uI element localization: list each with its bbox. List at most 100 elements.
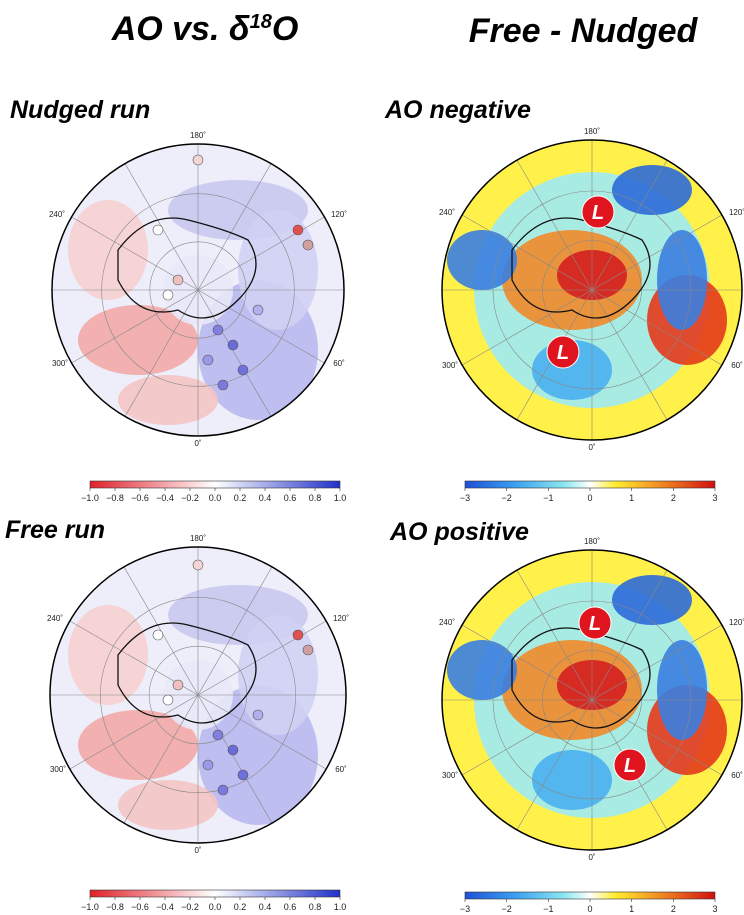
station-dot bbox=[193, 155, 203, 165]
panel-label: Nudged run bbox=[10, 96, 150, 124]
column-title: Free - Nudged bbox=[469, 12, 699, 50]
colorbar-tick-label: 1 bbox=[629, 904, 634, 914]
longitude-label: 180˚ bbox=[584, 537, 600, 546]
longitude-label: 120˚ bbox=[331, 210, 347, 219]
low-marker-label: L bbox=[592, 202, 604, 224]
colorbar-tick-label: −1 bbox=[543, 904, 553, 914]
low-marker-label: L bbox=[557, 342, 569, 364]
colorbar-tick-label: −2 bbox=[502, 904, 512, 914]
colorbar-tick-label: 3 bbox=[712, 904, 717, 914]
colorbar-tick-label: −3 bbox=[460, 904, 470, 914]
colorbar-tick-label: −0.6 bbox=[131, 493, 149, 503]
colorbar bbox=[465, 892, 715, 899]
colorbar-tick-label: −0.6 bbox=[131, 902, 149, 912]
colorbar-tick-label: 0.2 bbox=[234, 902, 247, 912]
station-dot bbox=[253, 710, 263, 720]
colorbar bbox=[90, 890, 340, 897]
longitude-label: 180˚ bbox=[584, 127, 600, 136]
field-patch bbox=[118, 780, 218, 830]
column-title: AO vs. δ18O bbox=[111, 10, 299, 48]
colorbar-tick-label: −0.2 bbox=[181, 902, 199, 912]
colorbar-tick-label: 0.4 bbox=[259, 493, 272, 503]
station-dot bbox=[213, 730, 223, 740]
longitude-label: 180˚ bbox=[190, 534, 206, 543]
longitude-label: 240˚ bbox=[439, 618, 455, 627]
colorbar-tick-label: 2 bbox=[671, 904, 676, 914]
longitude-label: 240˚ bbox=[47, 614, 63, 623]
station-dot bbox=[228, 745, 238, 755]
station-dot bbox=[253, 305, 263, 315]
longitude-label: 0˚ bbox=[194, 439, 201, 448]
station-dot bbox=[203, 355, 213, 365]
station-dot bbox=[218, 380, 228, 390]
station-dot bbox=[293, 225, 303, 235]
station-dot bbox=[173, 275, 183, 285]
field-patch bbox=[612, 165, 692, 215]
colorbar-tick-label: −0.2 bbox=[181, 493, 199, 503]
colorbar-tick-label: 3 bbox=[712, 493, 717, 503]
field-patch bbox=[118, 375, 218, 425]
colorbar-tick-label: 0.2 bbox=[234, 493, 247, 503]
colorbar-tick-label: −1.0 bbox=[81, 493, 99, 503]
longitude-label: 120˚ bbox=[729, 618, 744, 627]
field-patch bbox=[612, 575, 692, 625]
colorbar-tick-label: 0.8 bbox=[309, 493, 322, 503]
panel-label: Free run bbox=[5, 516, 105, 544]
panel-label: AO negative bbox=[384, 96, 531, 124]
colorbar-tick-label: −0.4 bbox=[156, 493, 174, 503]
station-dot bbox=[303, 645, 313, 655]
panel-label: AO positive bbox=[389, 518, 529, 546]
longitude-label: 60˚ bbox=[335, 765, 347, 774]
colorbar-tick-label: −0.8 bbox=[106, 493, 124, 503]
station-dot bbox=[303, 240, 313, 250]
colorbar-tick-label: 2 bbox=[671, 493, 676, 503]
longitude-label: 0˚ bbox=[588, 853, 595, 862]
longitude-label: 0˚ bbox=[588, 443, 595, 452]
field-patch bbox=[532, 750, 612, 810]
field-patch bbox=[447, 230, 517, 290]
longitude-label: 300˚ bbox=[442, 771, 458, 780]
field-patch bbox=[238, 210, 318, 330]
colorbar-tick-label: 1.0 bbox=[334, 493, 347, 503]
longitude-label: 60˚ bbox=[333, 359, 345, 368]
colorbar bbox=[465, 481, 715, 488]
field-patch bbox=[657, 230, 707, 330]
longitude-label: 240˚ bbox=[49, 210, 65, 219]
longitude-label: 120˚ bbox=[333, 614, 349, 623]
field-patch bbox=[68, 200, 148, 300]
colorbar-tick-label: 0.4 bbox=[259, 902, 272, 912]
longitude-label: 60˚ bbox=[731, 771, 743, 780]
colorbar-tick-label: 0 bbox=[587, 493, 592, 503]
colorbar-tick-label: −3 bbox=[460, 493, 470, 503]
colorbar-tick-label: 0.6 bbox=[284, 493, 297, 503]
longitude-label: 300˚ bbox=[442, 361, 458, 370]
colorbar-tick-label: 0.0 bbox=[209, 902, 222, 912]
polar-map bbox=[50, 547, 346, 843]
longitude-label: 0˚ bbox=[194, 846, 201, 855]
station-dot bbox=[238, 365, 248, 375]
polar-map bbox=[442, 140, 742, 440]
low-marker-label: L bbox=[624, 755, 636, 777]
station-dot bbox=[163, 695, 173, 705]
colorbar-tick-label: 0 bbox=[587, 904, 592, 914]
station-dot bbox=[203, 760, 213, 770]
colorbar-tick-label: −1.0 bbox=[81, 902, 99, 912]
field-patch bbox=[447, 640, 517, 700]
figure: AO vs. δ18O Free - Nudged Nudged run 180˚… bbox=[0, 0, 744, 915]
longitude-label: 60˚ bbox=[731, 361, 743, 370]
station-dot bbox=[293, 630, 303, 640]
colorbar-tick-label: 0.6 bbox=[284, 902, 297, 912]
colorbar-tick-label: −1 bbox=[543, 493, 553, 503]
longitude-label: 300˚ bbox=[50, 765, 66, 774]
low-marker-label: L bbox=[589, 613, 601, 635]
station-dot bbox=[173, 680, 183, 690]
station-dot bbox=[213, 325, 223, 335]
colorbar-tick-label: −0.4 bbox=[156, 902, 174, 912]
station-dot bbox=[228, 340, 238, 350]
field-patch bbox=[238, 615, 318, 735]
field-patch bbox=[68, 605, 148, 705]
colorbar-tick-label: −2 bbox=[502, 493, 512, 503]
colorbar bbox=[90, 481, 340, 488]
station-dot bbox=[238, 770, 248, 780]
station-dot bbox=[153, 225, 163, 235]
